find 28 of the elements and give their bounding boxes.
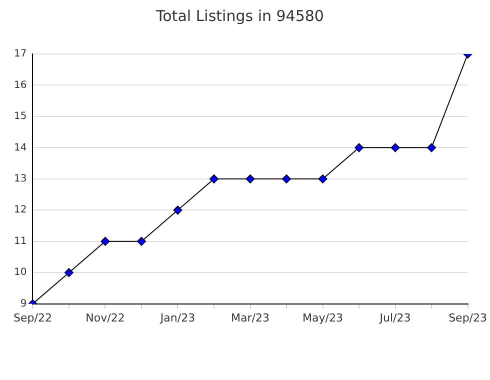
point [100, 236, 110, 246]
point [173, 206, 182, 215]
point [390, 143, 400, 152]
x-tick-label: May/23 [302, 311, 343, 324]
point [354, 143, 364, 152]
chart-title: Total Listings in 94580 [155, 6, 324, 25]
x-tick-label: Mar/23 [231, 311, 270, 324]
point [210, 174, 218, 184]
y-tick-label: 14 [14, 142, 27, 154]
point [318, 174, 328, 184]
x-tick-label: Jan/23 [159, 311, 196, 324]
y-tick-label: 11 [14, 236, 27, 247]
y-tick-label: 12 [14, 204, 27, 216]
y-tick-label: 9 [20, 298, 27, 310]
y-tick-label: 17 [14, 48, 27, 60]
point [427, 143, 436, 152]
x-tick-label: Sep/22 [14, 311, 52, 324]
point [136, 236, 146, 246]
y-tick-label: 10 [14, 267, 27, 278]
y-tick-label: 13 [14, 173, 27, 184]
x-tick-label: Nov/22 [86, 311, 125, 324]
y-tick-label: 16 [14, 80, 27, 91]
y-tick-label: 15 [14, 111, 27, 122]
point [282, 174, 292, 184]
point [246, 174, 255, 184]
x-tick-label: Sep/23 [448, 311, 487, 324]
x-tick-label: Jul/23 [378, 311, 411, 324]
point [64, 268, 74, 278]
